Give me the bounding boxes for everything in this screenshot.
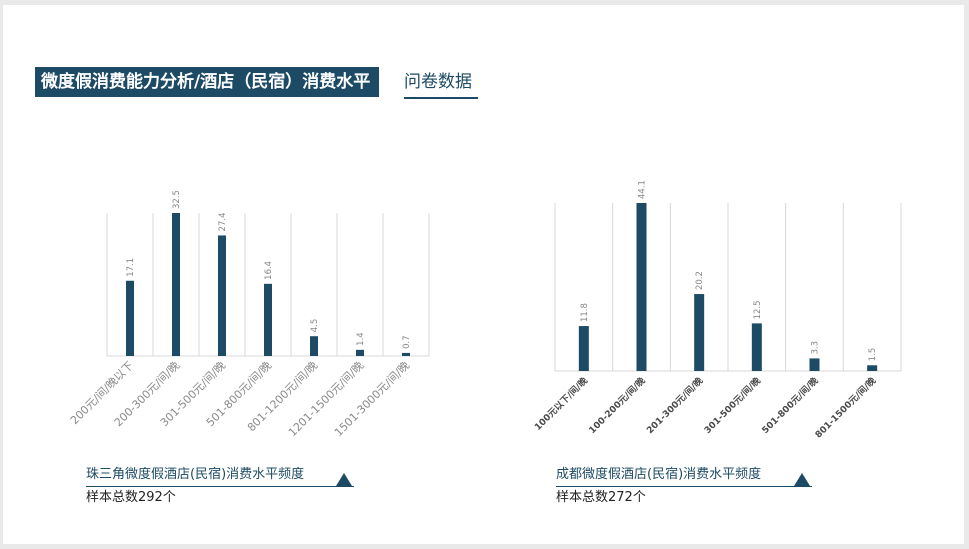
right-chart-bar [694, 294, 705, 371]
right-chart-bar [809, 358, 820, 371]
left-chart-bar [356, 349, 364, 356]
left-chart-bar [402, 352, 410, 356]
chart-left-triangle-icon [336, 473, 352, 486]
right-chart-value-label: 1.5 [868, 348, 878, 362]
right-chart-value-label: 20.2 [695, 271, 705, 290]
chart-left-sample-count: 样本总数292个 [86, 490, 176, 505]
right-chart-category-label: 201-300元/间/晚 [644, 375, 705, 436]
right-chart-value-label: 11.8 [580, 303, 590, 322]
left-chart-value-label: 27.4 [218, 213, 228, 232]
subtitle-underline [404, 97, 478, 99]
left-chart-value-label: 32.5 [172, 190, 182, 209]
right-chart-bar [636, 203, 647, 371]
left-chart-value-label: 4.5 [310, 319, 320, 333]
right-chart-value-label: 12.5 [753, 300, 763, 319]
right-chart-category-label: 801-1500元/间/晚 [812, 375, 878, 441]
chart-right-title-rule [556, 486, 812, 487]
right-chart-category-label: 501-800元/间/晚 [759, 375, 820, 436]
left-chart-value-label: 1.4 [356, 332, 366, 346]
left-chart-bar [264, 283, 272, 356]
chart-left-title: 珠三角微度假酒店(民宿)消费水平频度 [86, 467, 305, 482]
left-chart-bar [172, 213, 180, 356]
chart-right-title: 成都微度假酒店(民宿)消费水平频度 [556, 467, 762, 482]
chart-left-title-rule [86, 486, 354, 487]
left-chart-bar [218, 235, 226, 356]
right-chart-bar [867, 365, 878, 371]
left-chart-bar [310, 336, 318, 356]
left-chart-value-label: 0.7 [402, 335, 412, 349]
right-chart-category-label: 301-500元/间/晚 [702, 375, 763, 436]
left-chart-bar [126, 280, 134, 356]
right-chart-category-label: 100-200元/间/晚 [586, 375, 647, 436]
right-chart-bar [751, 323, 762, 371]
chart-right-sample-count: 样本总数272个 [556, 490, 646, 505]
left-chart-value-label: 16.4 [264, 261, 274, 280]
right-chart-bar [578, 326, 589, 371]
left-chart-value-label: 17.1 [126, 258, 136, 277]
page-title: 微度假消费能力分析/酒店（民宿）消费水平 [35, 67, 380, 97]
right-chart-category-label: 100元以下/间/晚 [532, 375, 590, 433]
right-chart-value-label: 44.1 [638, 180, 648, 199]
chart-right-triangle-icon [794, 473, 810, 486]
right-chart-value-label: 3.3 [811, 341, 821, 355]
page-subtitle: 问卷数据 [404, 72, 472, 92]
